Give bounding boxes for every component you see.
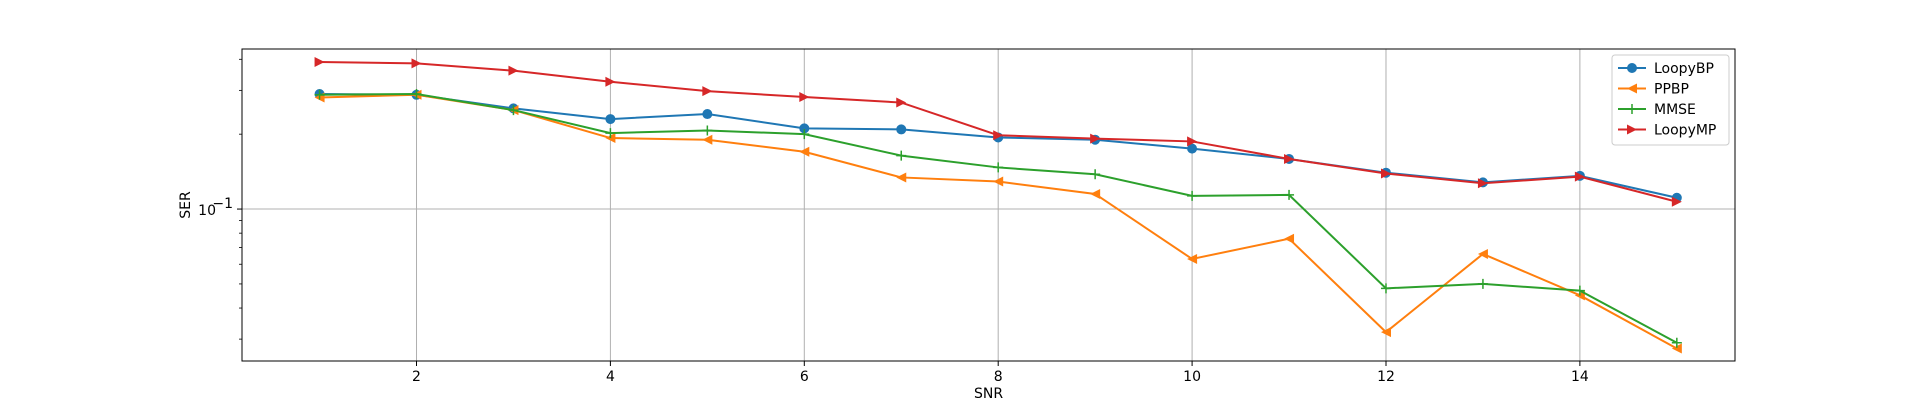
- data-point: [508, 65, 519, 76]
- series-mmse: [314, 89, 1682, 348]
- data-point: [1187, 190, 1198, 201]
- legend: LoopyBP PPBP MMSE LoopyMP: [1611, 54, 1730, 146]
- data-point: [1477, 278, 1488, 289]
- data-point: [1187, 143, 1198, 154]
- legend-item: LoopyBP: [1618, 61, 1714, 77]
- legend-label: PPBP: [1654, 82, 1689, 98]
- data-point: [508, 105, 519, 116]
- legend-item: PPBP: [1618, 82, 1689, 98]
- data-point: [1380, 168, 1391, 179]
- data-point: [1477, 178, 1488, 189]
- x-tick-label: 6: [800, 369, 809, 385]
- data-point: [1671, 196, 1682, 207]
- x-tick-label: 14: [1571, 369, 1589, 385]
- x-tick-label: 2: [412, 369, 421, 385]
- data-point: [993, 176, 1004, 187]
- data-point: [605, 128, 616, 139]
- data-point: [1284, 189, 1295, 200]
- data-point: [799, 146, 810, 157]
- data-point: [896, 124, 907, 135]
- x-tick-label: 10: [1183, 369, 1201, 385]
- data-point: [1090, 169, 1101, 180]
- series-layer: [314, 57, 1682, 354]
- data-point: [1284, 233, 1295, 244]
- data-point: [411, 58, 422, 69]
- data-point: [799, 92, 810, 103]
- legend-marker: [1627, 83, 1637, 94]
- data-point: [896, 150, 907, 161]
- legend-label: LoopyMP: [1654, 123, 1716, 139]
- x-tick-label: 8: [994, 369, 1003, 385]
- data-point: [1574, 171, 1585, 182]
- data-point: [1380, 283, 1391, 294]
- data-point: [1187, 253, 1198, 264]
- series-loopymp: [314, 57, 1682, 207]
- data-point: [1090, 133, 1101, 144]
- x-axis-label: SNR: [974, 386, 1003, 402]
- data-point: [896, 172, 907, 183]
- data-point: [605, 114, 616, 125]
- x-tick-label: 4: [606, 369, 615, 385]
- data-point: [702, 125, 713, 136]
- data-point: [1380, 327, 1391, 338]
- data-point: [1671, 337, 1682, 348]
- legend-label: MMSE: [1654, 102, 1696, 118]
- data-point: [1187, 136, 1198, 147]
- legend-marker: [1627, 104, 1637, 114]
- legend-box: [1611, 54, 1730, 146]
- data-point: [993, 130, 1004, 141]
- data-point: [1284, 153, 1295, 164]
- data-point: [605, 76, 616, 87]
- data-point: [799, 129, 810, 140]
- legend-item: MMSE: [1618, 102, 1696, 118]
- legend-label: LoopyBP: [1654, 61, 1714, 77]
- data-point: [702, 109, 713, 120]
- legend-item: LoopyMP: [1618, 123, 1716, 139]
- y-axis-label: SER: [178, 191, 194, 219]
- legend-marker: [1627, 124, 1637, 135]
- data-point: [1574, 285, 1585, 296]
- data-point: [1671, 343, 1682, 354]
- data-point: [896, 97, 907, 108]
- y-tick-label-base: 10: [198, 203, 216, 219]
- data-point: [1477, 248, 1488, 259]
- data-point: [411, 89, 422, 100]
- legend-marker: [1627, 63, 1637, 73]
- x-tick-label: 12: [1377, 369, 1395, 385]
- plot-frame: [241, 48, 1736, 362]
- data-point: [314, 57, 325, 68]
- grid-layer: [242, 49, 1735, 361]
- data-point: [314, 89, 325, 100]
- data-point: [993, 162, 1004, 173]
- y-tick-label-exponent: −1: [212, 196, 233, 212]
- data-point: [702, 86, 713, 97]
- data-point: [1090, 188, 1101, 199]
- data-point: [702, 134, 713, 145]
